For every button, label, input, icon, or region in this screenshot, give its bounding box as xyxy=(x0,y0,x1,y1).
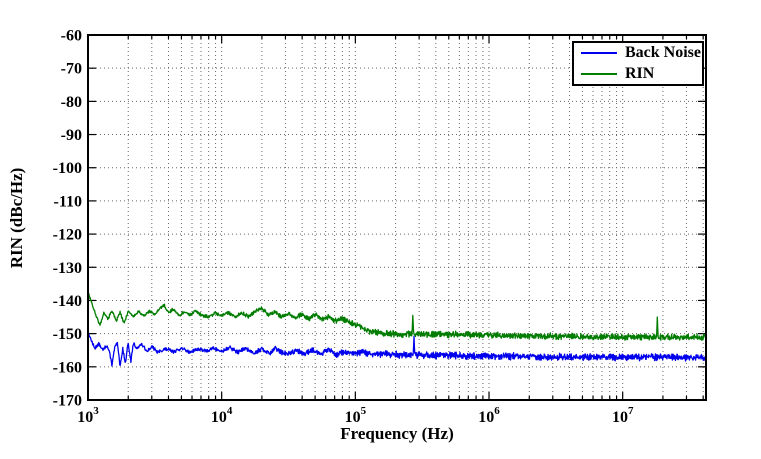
y-tick-label: -100 xyxy=(53,160,82,177)
legend-label-rin: RIN xyxy=(625,64,655,82)
y-axis-title: RIN (dBc/Hz) xyxy=(7,167,26,269)
x-tick-label: 106 xyxy=(478,405,500,426)
y-tick-label: -160 xyxy=(53,359,82,376)
y-tick-label: -140 xyxy=(53,293,82,310)
y-tick-label: -70 xyxy=(61,61,82,78)
x-tick-label: 105 xyxy=(345,405,367,426)
y-tick-label: -150 xyxy=(53,326,82,343)
series-line-rin xyxy=(87,292,707,341)
x-tick-label: 107 xyxy=(612,405,634,426)
y-tick-label: -110 xyxy=(54,193,82,210)
legend: Back Noise RIN xyxy=(572,41,704,86)
x-axis-title: Frequency (Hz) xyxy=(340,424,454,443)
x-tick-label: 104 xyxy=(211,405,233,426)
series-line-back-noise xyxy=(87,331,707,367)
legend-entry-back-noise: Back Noise xyxy=(574,43,702,63)
legend-label-back-noise: Back Noise xyxy=(625,44,701,62)
y-tick-label: -80 xyxy=(61,94,82,111)
y-tick-label: -90 xyxy=(61,127,82,144)
y-tick-label: -60 xyxy=(61,28,82,45)
legend-entry-rin: RIN xyxy=(574,64,702,84)
x-tick-label: 103 xyxy=(77,405,99,426)
y-tick-label: -120 xyxy=(53,227,82,244)
plot-border xyxy=(87,34,707,401)
legend-line-sample-rin xyxy=(581,72,617,75)
y-tick-label: -170 xyxy=(53,393,82,410)
y-tick-label: -130 xyxy=(53,260,82,277)
legend-line-sample-back-noise xyxy=(581,52,617,55)
